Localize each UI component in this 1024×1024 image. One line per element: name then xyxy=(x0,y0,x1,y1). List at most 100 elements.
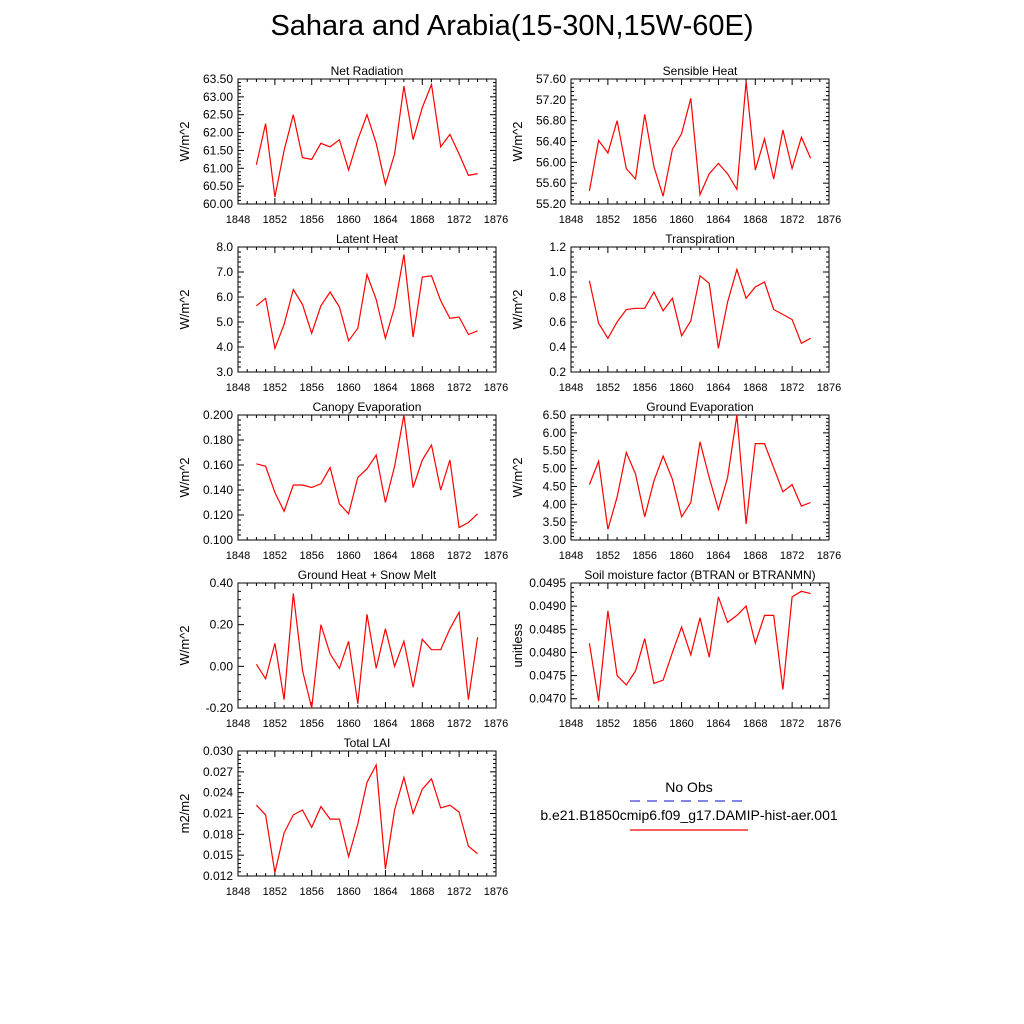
y-tick-label: 1.0 xyxy=(549,265,566,279)
y-tick-label: 6.50 xyxy=(543,408,567,422)
y-axis-label: W/m^2 xyxy=(177,457,192,497)
y-tick-label: 0.030 xyxy=(203,744,233,758)
y-tick-label: 0.140 xyxy=(203,483,233,497)
y-tick-label: 0.6 xyxy=(549,315,566,329)
y-tick-label: 0.4 xyxy=(549,340,566,354)
series-line xyxy=(588,590,811,702)
series-line xyxy=(588,414,811,530)
y-tick-label: 0.120 xyxy=(203,508,233,522)
panel-title: Soil moisture factor (BTRAN or BTRANMN) xyxy=(584,568,815,582)
x-tick-label: 1852 xyxy=(596,550,620,562)
y-tick-label: 56.40 xyxy=(536,135,566,149)
plot-frame xyxy=(237,414,497,541)
panel-title: Sensible Heat xyxy=(663,64,738,78)
x-tick-label: 1864 xyxy=(373,382,397,394)
y-tick-label: 5.0 xyxy=(216,315,233,329)
x-tick-label: 1864 xyxy=(373,718,397,730)
y-tick-label: 6.0 xyxy=(216,290,233,304)
x-tick-label: 1868 xyxy=(743,214,767,226)
series-line xyxy=(255,762,478,873)
x-tick-label: 1864 xyxy=(373,886,397,898)
plot-frame xyxy=(570,78,830,205)
x-tick-label: 1852 xyxy=(263,214,287,226)
x-tick-label: 1848 xyxy=(226,550,250,562)
y-tick-label: 3.0 xyxy=(216,365,233,379)
x-tick-label: 1868 xyxy=(410,382,434,394)
plot-frame xyxy=(570,246,830,373)
x-tick-label: 1864 xyxy=(373,214,397,226)
y-tick-label: 57.60 xyxy=(536,72,566,86)
y-tick-label: 63.50 xyxy=(203,72,233,86)
x-tick-label: 1848 xyxy=(226,718,250,730)
y-tick-label: 0.20 xyxy=(210,618,234,632)
x-tick-label: 1860 xyxy=(669,550,693,562)
series-line xyxy=(588,81,812,197)
y-axis-label: W/m^2 xyxy=(177,625,192,665)
y-tick-label: -0.20 xyxy=(206,701,234,715)
y-tick-label: 62.00 xyxy=(203,126,233,140)
x-tick-label: 1848 xyxy=(559,382,583,394)
y-tick-label: 0.027 xyxy=(203,765,233,779)
x-tick-label: 1856 xyxy=(632,550,656,562)
x-tick-label: 1856 xyxy=(632,214,656,226)
x-tick-label: 1876 xyxy=(817,382,841,394)
y-tick-label: 60.50 xyxy=(203,179,233,193)
x-tick-label: 1876 xyxy=(484,550,508,562)
y-tick-label: 0.012 xyxy=(203,869,233,883)
y-tick-label: 0.100 xyxy=(203,533,233,547)
x-tick-label: 1852 xyxy=(263,550,287,562)
y-tick-label: 61.50 xyxy=(203,143,233,157)
x-tick-label: 1848 xyxy=(226,886,250,898)
y-tick-label: 6.00 xyxy=(543,426,567,440)
x-tick-label: 1868 xyxy=(743,382,767,394)
x-tick-label: 1872 xyxy=(447,886,471,898)
x-tick-label: 1864 xyxy=(706,550,730,562)
x-tick-label: 1876 xyxy=(484,718,508,730)
panel-title: Canopy Evaporation xyxy=(313,400,422,414)
plot-frame xyxy=(237,582,497,709)
x-tick-label: 1872 xyxy=(447,550,471,562)
x-tick-label: 1852 xyxy=(263,886,287,898)
y-tick-label: 4.00 xyxy=(543,497,567,511)
legend-model-label: b.e21.B1850cmip6.f09_g17.DAMIP-hist-aer.… xyxy=(540,807,838,823)
panel-title: Transpiration xyxy=(665,232,735,246)
x-tick-label: 1856 xyxy=(299,382,323,394)
x-tick-label: 1864 xyxy=(373,550,397,562)
y-tick-label: 3.00 xyxy=(543,533,567,547)
x-tick-label: 1860 xyxy=(336,886,360,898)
x-tick-label: 1856 xyxy=(299,886,323,898)
legend-obs-label: No Obs xyxy=(665,779,712,795)
x-tick-label: 1868 xyxy=(410,718,434,730)
x-tick-label: 1848 xyxy=(559,214,583,226)
x-tick-label: 1856 xyxy=(299,550,323,562)
x-tick-label: 1856 xyxy=(632,382,656,394)
y-tick-label: 5.00 xyxy=(543,462,567,476)
x-tick-label: 1860 xyxy=(669,382,693,394)
y-tick-label: 0.021 xyxy=(203,807,233,821)
y-tick-label: 63.00 xyxy=(203,90,233,104)
x-tick-label: 1864 xyxy=(706,382,730,394)
x-tick-label: 1876 xyxy=(817,718,841,730)
plot-frame xyxy=(570,582,830,709)
y-axis-label: unitless xyxy=(510,623,525,668)
x-tick-label: 1868 xyxy=(410,550,434,562)
y-tick-label: 0.200 xyxy=(203,408,233,422)
y-tick-label: 5.50 xyxy=(543,444,567,458)
y-axis-label: W/m^2 xyxy=(510,289,525,329)
x-tick-label: 1876 xyxy=(484,214,508,226)
x-tick-label: 1872 xyxy=(780,382,804,394)
plot-frame xyxy=(237,750,497,877)
x-tick-label: 1876 xyxy=(484,886,508,898)
y-tick-label: 0.0485 xyxy=(529,622,566,636)
y-tick-label: 0.0470 xyxy=(529,692,566,706)
x-tick-label: 1852 xyxy=(596,718,620,730)
panel-title: Net Radiation xyxy=(331,64,404,78)
y-tick-label: 0.0480 xyxy=(529,645,566,659)
y-tick-label: 0.40 xyxy=(210,576,234,590)
y-tick-label: 1.2 xyxy=(549,240,566,254)
x-tick-label: 1856 xyxy=(299,214,323,226)
x-tick-label: 1868 xyxy=(410,214,434,226)
y-tick-label: 4.50 xyxy=(543,479,567,493)
y-tick-label: 0.0475 xyxy=(529,669,566,683)
y-tick-label: 0.2 xyxy=(549,365,566,379)
